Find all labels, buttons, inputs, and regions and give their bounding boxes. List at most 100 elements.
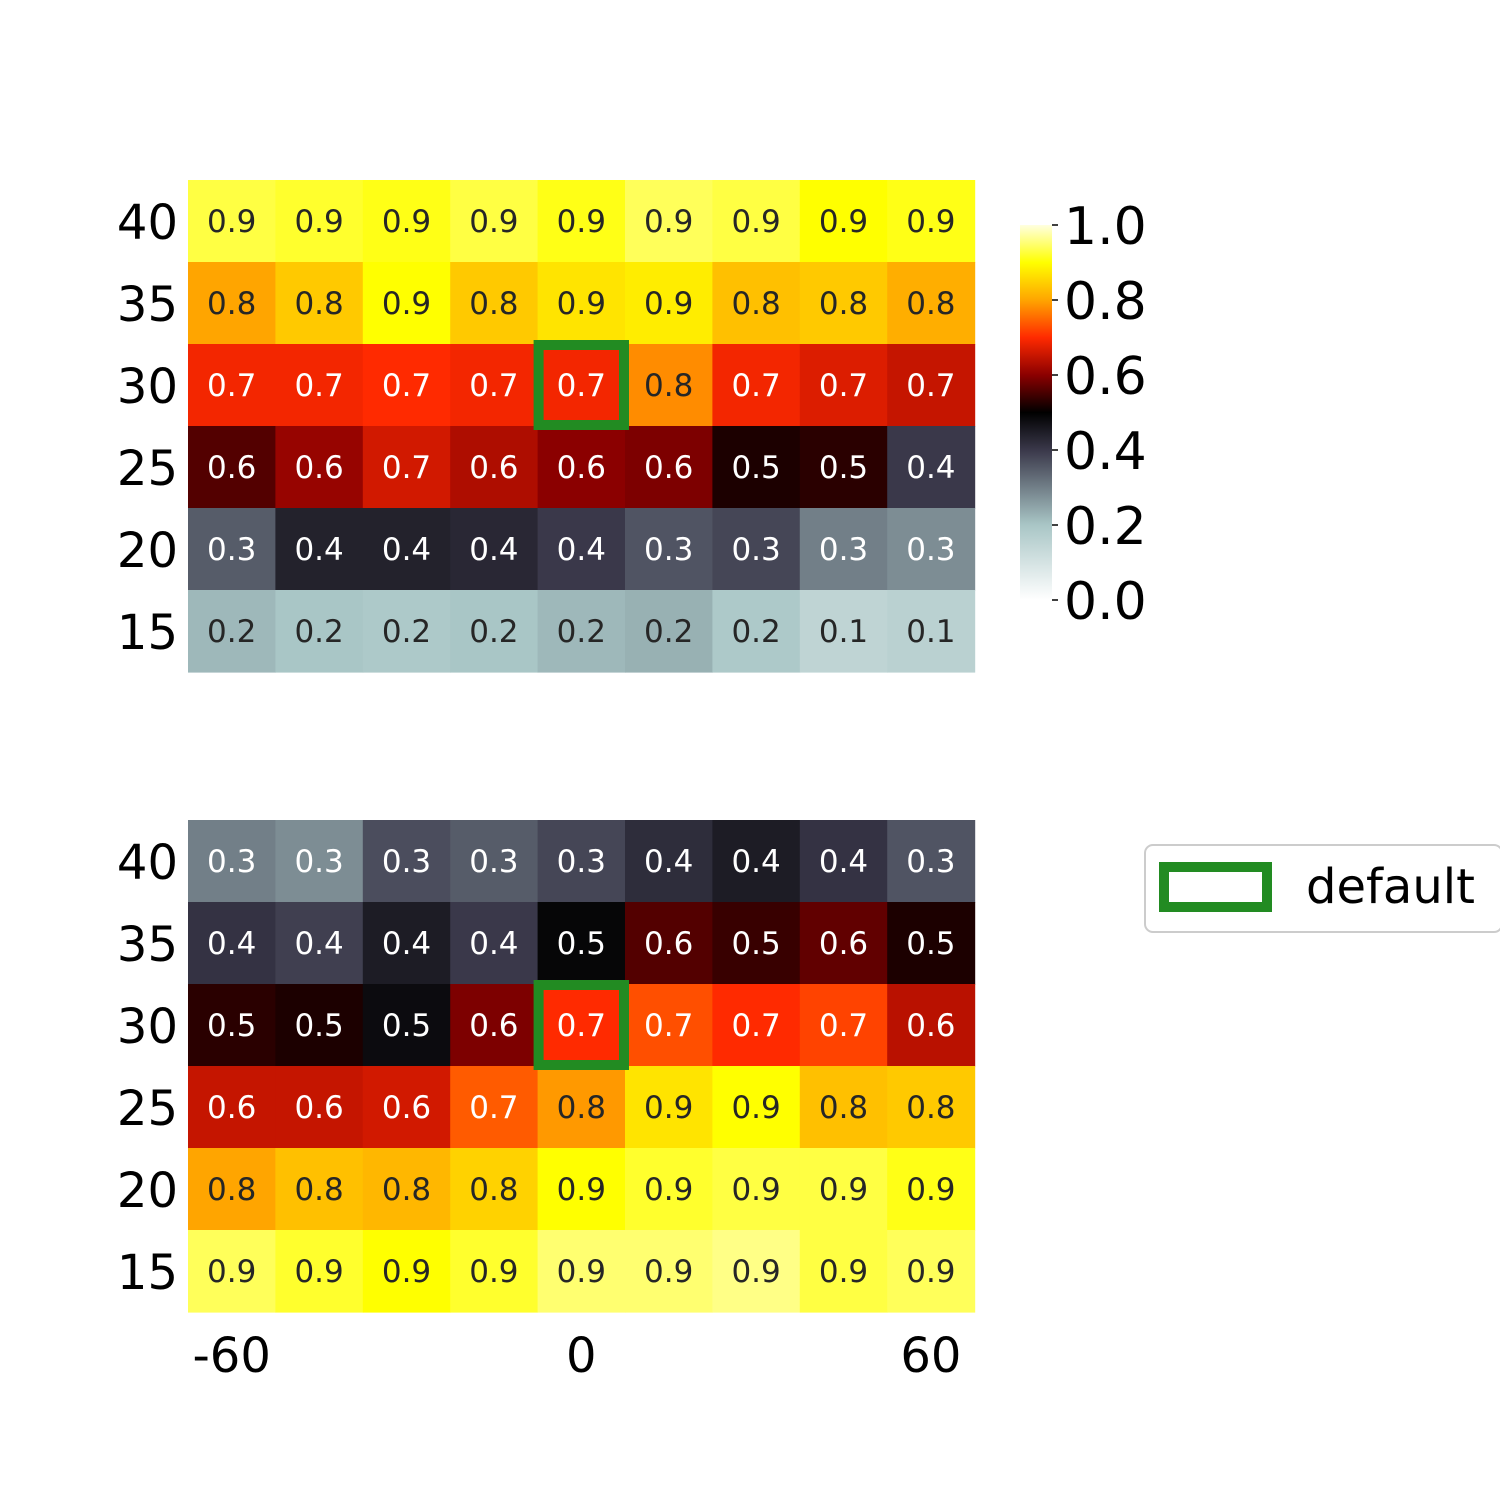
cell-value-label: 0.9 — [819, 1172, 868, 1208]
cell-value-label: 0.6 — [207, 1090, 256, 1126]
colorbar: 1.0 0.8 0.6 0.4 0.2 0.0 — [1020, 197, 1147, 632]
heatmap-cell — [799, 1148, 888, 1231]
heatmap-cell — [188, 984, 276, 1067]
heatmap-cell — [188, 902, 276, 985]
heatmap-cell — [450, 1148, 539, 1231]
cell-value-label: 0.4 — [906, 450, 955, 486]
heatmap-cell — [275, 1066, 364, 1149]
cell-value-label: 0.6 — [469, 1008, 518, 1044]
heatmap-cell — [625, 508, 713, 591]
cell-value-label: 0.8 — [294, 1172, 343, 1208]
heatmap-cell — [537, 1230, 626, 1313]
heatmap-cell — [537, 262, 626, 345]
cell-value-label: 0.7 — [294, 368, 343, 404]
heatmap-cell — [188, 180, 276, 263]
heatmap-cell — [450, 590, 539, 673]
y-tick-label: 25 — [117, 1081, 178, 1137]
cell-value-label: 0.2 — [557, 614, 606, 650]
cell-value-label: 0.7 — [557, 1008, 606, 1044]
cell-value-label: 0.2 — [207, 614, 256, 650]
default-highlight-box — [533, 980, 629, 1070]
heatmap-cell — [712, 426, 801, 509]
heatmap-cell — [450, 1066, 539, 1149]
cell-value-label: 0.9 — [469, 1254, 518, 1290]
heatmap-cell — [362, 590, 451, 673]
heatmap-cell — [712, 508, 801, 591]
heatmap-cell — [450, 1230, 539, 1313]
cell-value-label: 0.5 — [906, 926, 955, 962]
heatmap-cell — [887, 902, 976, 985]
heatmap-cell — [362, 180, 451, 263]
heatmap-cell — [450, 426, 539, 509]
heatmap-cell — [625, 1148, 713, 1231]
heatmap-cell — [799, 902, 888, 985]
cell-value-label: 0.1 — [906, 614, 955, 650]
cell-value-label: 0.4 — [731, 844, 780, 880]
cell-value-label: 0.3 — [731, 532, 780, 568]
heatmap-cell — [188, 508, 276, 591]
cell-value-label: 0.7 — [469, 1090, 518, 1126]
cell-value-label: 0.9 — [906, 1172, 955, 1208]
y-tick-label: 15 — [117, 605, 178, 661]
heatmap-cell — [712, 902, 801, 985]
cell-value-label: 0.8 — [819, 1090, 868, 1126]
cell-value-label: 0.9 — [382, 286, 431, 322]
cell-value-label: 0.9 — [644, 204, 693, 240]
heatmap-cell — [799, 344, 888, 427]
cell-value-label: 0.9 — [819, 204, 868, 240]
heatmap-cell — [712, 984, 801, 1067]
cell-value-label: 0.9 — [557, 204, 606, 240]
heatmap-panel-top: 0.9 0.9 0.9 0.9 0.9 0.9 0.9 0.9 0.9 0.8 0.8 0.9 0.8 0… — [117, 180, 976, 673]
heatmap-cell — [799, 180, 888, 263]
heatmap-cell — [712, 820, 801, 903]
heatmap-cell — [537, 902, 626, 985]
y-tick-label: 40 — [117, 195, 178, 251]
heatmap-cell — [537, 508, 626, 591]
cell-value-label: 0.8 — [731, 286, 780, 322]
y-tick-label: 40 — [117, 835, 178, 891]
heatmap-cell — [625, 180, 713, 263]
cell-value-label: 0.5 — [557, 926, 606, 962]
cell-value-label: 0.7 — [469, 368, 518, 404]
heatmap-cell — [275, 902, 364, 985]
y-tick-label: 15 — [117, 1245, 178, 1301]
heatmap-panel-bottom: 0.3 0.3 0.3 0.3 0.3 0.4 0.4 0.4 0.3 0.4 0.4 0.4 0.4 0… — [117, 820, 976, 1384]
heatmap-cell — [712, 1066, 801, 1149]
cell-value-label: 0.4 — [557, 532, 606, 568]
heatmap-cell — [362, 820, 451, 903]
cell-value-label: 0.4 — [207, 926, 256, 962]
heatmap-cell — [887, 984, 976, 1067]
heatmap-cell — [275, 590, 364, 673]
cell-value-label: 0.7 — [819, 1008, 868, 1044]
heatmap-cell — [275, 1148, 364, 1231]
heatmap-cell — [799, 590, 888, 673]
colorbar-gradient — [1020, 225, 1052, 600]
heatmap-cell — [625, 426, 713, 509]
cell-value-label: 0.5 — [382, 1008, 431, 1044]
cell-value-label: 0.3 — [207, 844, 256, 880]
default-highlight-box — [533, 340, 629, 430]
x-tick-label: 0 — [566, 1328, 597, 1384]
cell-value-label: 0.3 — [207, 532, 256, 568]
y-tick-label: 30 — [117, 999, 178, 1055]
cell-value-label: 0.5 — [294, 1008, 343, 1044]
cell-value-label: 0.7 — [906, 368, 955, 404]
heatmap-cell — [275, 984, 364, 1067]
cell-value-label: 0.8 — [382, 1172, 431, 1208]
heatmap-cell — [887, 344, 976, 427]
heatmap-cell — [625, 902, 713, 985]
heatmap-cell — [450, 508, 539, 591]
heatmap-cell — [799, 984, 888, 1067]
cell-value-label: 0.9 — [294, 204, 343, 240]
cell-value-label: 0.3 — [382, 844, 431, 880]
cell-value-label: 0.1 — [819, 614, 868, 650]
cell-value-label: 0.2 — [294, 614, 343, 650]
cell-value-label: 0.9 — [644, 1172, 693, 1208]
heatmap-cell — [537, 180, 626, 263]
heatmap-cell — [887, 1148, 976, 1231]
heatmap-cell — [188, 1066, 276, 1149]
heatmap-cell — [712, 590, 801, 673]
heatmap-cell — [275, 262, 364, 345]
heatmap-cell — [362, 1066, 451, 1149]
